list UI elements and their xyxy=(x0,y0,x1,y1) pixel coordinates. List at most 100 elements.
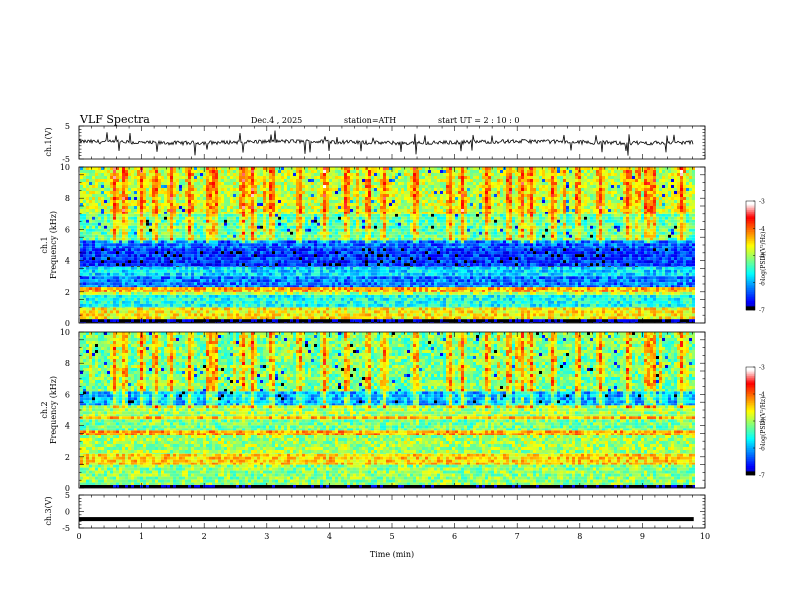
ch1-spectrogram-cell xyxy=(296,182,299,185)
ch1-spectrogram-cell xyxy=(269,176,272,179)
ch1-spectrogram-cell xyxy=(215,191,218,194)
ch1-spectrogram-cell xyxy=(110,257,113,261)
ch1-spectrogram-cell xyxy=(326,276,329,280)
ch1-spectrogram-cell xyxy=(191,319,194,323)
ch1-spectrogram-cell xyxy=(176,266,179,270)
ch1-spectrogram-cell xyxy=(98,263,101,267)
ch1-spectrogram-cell xyxy=(116,266,119,267)
ch1-spectrogram-cell xyxy=(263,170,266,173)
ch1-spectrogram-cell xyxy=(272,191,275,194)
ch1-spectrogram-cell xyxy=(179,257,182,261)
ch1-spectrogram-cell xyxy=(131,266,134,270)
ch1-spectrogram-cell xyxy=(206,291,209,295)
ch1-spectrogram-cell xyxy=(191,285,194,288)
ch1-spectrogram-cell xyxy=(110,173,113,176)
ch1-spectrogram-cell xyxy=(251,254,254,258)
ch1-spectrogram-cell xyxy=(146,290,149,292)
ch1-spectrogram-cell xyxy=(296,203,299,206)
ch1-spectrogram-cell xyxy=(305,219,308,223)
ch1-spectrogram-cell xyxy=(134,200,137,203)
ch1-spectrogram-cell xyxy=(200,316,203,320)
ch1-spectrogram-cell xyxy=(302,290,305,292)
ch1-spectrogram-cell xyxy=(326,191,329,194)
ch1-spectrogram-cell xyxy=(245,243,248,247)
ch1-spectrogram-cell xyxy=(176,307,179,311)
ch1-spectrogram-cell xyxy=(323,316,326,320)
ch1-spectrogram-cell xyxy=(107,206,110,209)
ch1-spectrogram-cell xyxy=(215,234,218,238)
ch1-spectrogram-cell xyxy=(137,294,140,298)
ch1-spectrogram-cell xyxy=(329,231,332,235)
ch1-spectrogram-cell xyxy=(101,266,104,270)
ch1-spectrogram-cell xyxy=(266,179,269,182)
ch1-spectrogram-cell xyxy=(161,313,164,317)
ch1-spectrogram-cell xyxy=(101,303,104,307)
ch1-spectrogram-cell xyxy=(200,263,203,267)
ch1-spectrogram-cell xyxy=(218,319,221,323)
ch1-spectrogram-cell xyxy=(206,209,209,212)
ch1-spectrogram-cell xyxy=(194,307,197,311)
ch1-spectrogram-cell xyxy=(248,200,251,203)
ch1-spectrogram-cell xyxy=(149,167,152,170)
ch1-spectrogram-cell xyxy=(83,294,86,298)
ch1-spectrogram-cell xyxy=(230,316,233,320)
ch1-spectrogram-cell xyxy=(305,306,308,308)
ch1-spectrogram-cell xyxy=(284,213,287,217)
ch1-spectrogram-cell xyxy=(203,206,206,209)
ch1-spectrogram-cell xyxy=(95,260,98,264)
ch1-spectrogram-cell xyxy=(182,269,185,273)
ch1-spectrogram-cell xyxy=(269,287,272,291)
ch1-spectrogram-cell xyxy=(176,216,179,220)
ch1-spectrogram-cell xyxy=(299,191,302,194)
ch1-spectrogram-cell xyxy=(269,279,272,283)
ch1-spectrogram-cell xyxy=(260,209,263,212)
ch1-spectrogram-cell xyxy=(197,306,200,308)
ch1-spectrogram-cell xyxy=(254,263,257,267)
ch1-spectrogram-cell xyxy=(209,225,212,229)
ch1-spectrogram-cell xyxy=(110,194,113,197)
ch1-spectrogram-cell xyxy=(161,297,164,301)
ch1-spectrogram-cell xyxy=(182,322,185,323)
ch1-spectrogram-cell xyxy=(248,269,251,273)
ch1-spectrogram-cell xyxy=(176,206,179,209)
ch1-spectrogram-cell xyxy=(227,254,230,258)
ch1-spectrogram-cell xyxy=(170,225,173,229)
ch1-spectrogram-cell xyxy=(98,206,101,209)
ch1-spectrogram-cell xyxy=(290,297,293,301)
ch1-spectrogram-cell xyxy=(254,203,257,206)
ch1-spectrogram-cell xyxy=(248,213,251,217)
ch1-spectrogram-cell xyxy=(134,194,137,197)
ch1-spectrogram-cell xyxy=(236,194,239,197)
ch1-spectrogram-cell xyxy=(233,272,236,276)
ch1-spectrogram-cell xyxy=(221,237,224,241)
ch1-spectrogram-cell xyxy=(215,173,218,176)
ch1-spectrogram-cell xyxy=(101,322,104,323)
ch1-spectrogram-cell xyxy=(212,272,215,276)
ch1-spectrogram-cell xyxy=(302,243,305,247)
ch1-spectrogram-cell xyxy=(131,291,134,295)
ch1-spectrogram-cell xyxy=(200,200,203,203)
ch1-spectrogram-cell xyxy=(197,313,200,317)
ch1-spectrogram-cell xyxy=(296,231,299,235)
ch1-spectrogram-cell xyxy=(134,276,137,280)
ch1-spectrogram-cell xyxy=(164,263,167,267)
ch1-spectrogram-cell xyxy=(209,203,212,206)
ch1-spectrogram-cell xyxy=(131,191,134,194)
ch1-spectrogram-cell xyxy=(191,303,194,307)
ch1-spectrogram-cell xyxy=(287,200,290,203)
ch1-spectrogram-cell xyxy=(185,222,188,226)
ch1-spectrogram-cell xyxy=(119,203,122,206)
ch1-spectrogram-cell xyxy=(113,269,116,273)
ch1-spectrogram-cell xyxy=(245,240,248,244)
ch1-spectrogram-cell xyxy=(110,185,113,188)
ch1-spectrogram-cell xyxy=(275,197,278,200)
ch1-spectrogram-cell xyxy=(299,279,302,283)
ch1-spectrogram-cell xyxy=(221,257,224,261)
ch1-spectrogram-cell xyxy=(164,313,167,317)
ch1-spectrogram-cell xyxy=(116,203,119,206)
ch1-spectrogram-cell xyxy=(230,287,233,291)
ch1-spectrogram-cell xyxy=(146,176,149,179)
ch1-spectrogram-cell xyxy=(239,203,242,206)
ch1-spectrogram-cell xyxy=(149,251,152,255)
ch1-spectrogram-cell xyxy=(269,319,272,323)
